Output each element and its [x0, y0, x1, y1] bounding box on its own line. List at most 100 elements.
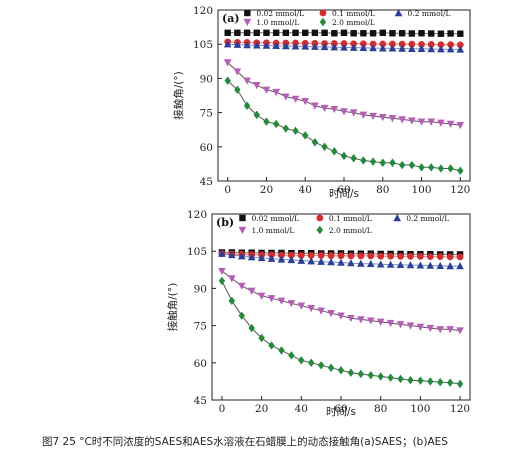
data-point: [287, 300, 296, 308]
x-tick-label: 20: [260, 184, 273, 196]
legend-marker: [238, 226, 247, 234]
data-point: [427, 118, 436, 126]
data-point: [357, 369, 365, 379]
data-point: [359, 43, 368, 52]
data-point: [428, 30, 435, 37]
data-point: [446, 253, 454, 261]
data-series: [218, 276, 464, 389]
x-tick-label: 120: [450, 403, 470, 415]
data-point: [347, 314, 355, 323]
data-point: [224, 76, 231, 85]
data-point: [302, 131, 309, 140]
data-point: [367, 371, 374, 380]
data-point: [253, 110, 260, 120]
data-point: [379, 29, 386, 36]
data-point: [359, 40, 367, 48]
data-point: [337, 258, 345, 266]
legend-marker: [316, 225, 324, 235]
data-point: [376, 318, 385, 326]
data-point: [337, 252, 345, 260]
figure-caption: 图7 25 °C时不同浓度的SAES和AES水溶液在石蜡膜上的动态接触角(a)S…: [42, 436, 448, 448]
data-point: [237, 282, 246, 290]
data-series: [223, 59, 465, 130]
data-point: [340, 108, 348, 116]
y-tick-label: 105: [187, 246, 207, 258]
data-point: [327, 310, 335, 318]
data-point: [456, 379, 464, 389]
data-series: [218, 267, 464, 335]
data-point: [350, 30, 357, 37]
legend-item: 0.1 mmol/L: [319, 9, 375, 18]
data-point: [369, 157, 377, 166]
data-point: [437, 377, 444, 387]
legend-marker: [243, 18, 252, 26]
data-point: [398, 116, 406, 124]
data-point: [388, 115, 397, 123]
data-point: [369, 30, 377, 37]
data-point: [379, 40, 387, 48]
data-point: [247, 287, 256, 295]
data-point: [257, 253, 266, 262]
data-point: [277, 297, 286, 305]
data-point: [311, 138, 319, 147]
data-point: [243, 101, 251, 110]
data-point: [267, 295, 276, 303]
data-point: [369, 40, 377, 48]
legend-label: 0.2 mmol/L: [406, 214, 449, 223]
data-point: [396, 321, 405, 329]
data-point: [350, 154, 357, 163]
data-point: [307, 305, 316, 313]
legend-label: 0.1 mmol/L: [332, 9, 375, 18]
data-point: [307, 252, 315, 259]
data-point: [337, 366, 345, 375]
data-point: [327, 252, 335, 260]
data-point: [278, 251, 285, 259]
data-point: [457, 166, 464, 175]
legend-label: 2.0 mmol/L: [329, 226, 372, 235]
data-point: [436, 253, 444, 261]
data-point: [397, 253, 404, 260]
data-point: [311, 29, 319, 36]
data-series: [224, 76, 464, 175]
data-point: [287, 255, 296, 264]
data-point: [437, 164, 445, 173]
legend-label: 0.2 mmol/L: [408, 9, 451, 18]
chart-panel-a: 0 20 40 60 80 100 120 45 60 75 90 105 120 接触角/(°) 时间/s…: [172, 5, 471, 200]
data-point: [263, 29, 270, 36]
y-tick-label: 45: [200, 176, 213, 188]
data-point: [268, 341, 275, 350]
data-point: [406, 261, 415, 269]
data-point: [418, 30, 425, 37]
y-tick-label: 45: [194, 395, 207, 407]
data-point: [418, 163, 425, 172]
data-point: [218, 249, 226, 257]
data-point: [388, 44, 397, 52]
x-tick-label: 80: [374, 403, 387, 415]
x-tick-label: 40: [295, 403, 308, 415]
data-point: [427, 44, 436, 53]
data-point: [272, 88, 280, 97]
legend-item: 2.0 mmol/L: [316, 225, 372, 235]
data-point: [369, 112, 377, 121]
data-point: [330, 105, 339, 114]
legend-marker: [319, 17, 327, 27]
data-point: [320, 42, 329, 51]
data-point: [311, 42, 319, 50]
data-point: [367, 252, 375, 260]
data-point: [218, 267, 226, 276]
data-point: [331, 30, 338, 37]
data-point: [321, 142, 328, 151]
data-point: [347, 368, 355, 377]
data-point: [418, 41, 425, 48]
data-point: [406, 322, 415, 330]
data-point: [396, 260, 405, 269]
data-point: [407, 253, 414, 260]
data-point: [282, 93, 290, 101]
data-point: [223, 40, 232, 48]
data-point: [330, 43, 339, 51]
data-point: [297, 256, 306, 264]
legend-item: 1.0 mmol/L: [243, 18, 299, 27]
data-point: [291, 95, 300, 103]
data-point: [252, 82, 261, 90]
data-point: [379, 158, 386, 167]
